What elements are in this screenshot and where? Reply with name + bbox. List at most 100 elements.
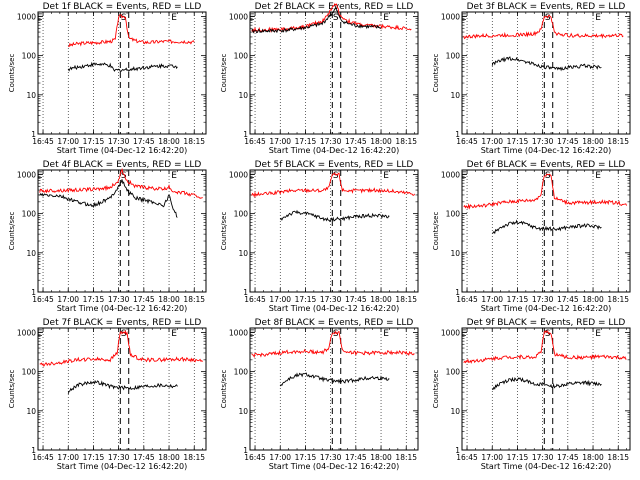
x-tick-label: 17:15 [83,453,105,462]
x-tick-label: 16:45 [32,295,54,304]
x-axis-label: Start Time (04-Dec-12 16:42:20) [57,462,188,471]
time-marker-label: E [249,13,255,23]
x-tick-label: 17:30 [108,137,130,146]
time-marker-label: E [171,13,177,23]
y-tick-label: 100 [234,52,249,61]
y-tick-label: 10 [238,407,248,416]
y-tick-label: 1 [243,288,248,297]
x-tick-label: 16:45 [32,453,54,462]
time-marker-label: S [333,13,339,23]
x-tick-label: 18:00 [582,137,604,146]
time-marker-label: E [383,171,389,181]
x-tick-label: 17:15 [507,137,529,146]
x-tick-label: 17:30 [532,295,554,304]
x-axis-label: Start Time (04-Dec-12 16:42:20) [57,146,188,155]
series-red [251,3,412,34]
x-tick-label: 16:45 [456,137,478,146]
x-tick-label: 17:00 [269,295,291,304]
series-black [67,61,178,73]
x-tick-label: 18:15 [183,295,205,304]
x-tick-label: 17:15 [295,453,317,462]
series-red [463,330,627,364]
time-marker-label: E [249,329,255,339]
x-axis-label: Start Time (04-Dec-12 16:42:20) [269,146,400,155]
y-axis-label: Counts/sec [8,370,16,409]
plot-frame [461,327,631,451]
x-tick-label: 17:30 [532,453,554,462]
x-axis-label: Start Time (04-Dec-12 16:42:20) [269,304,400,313]
x-tick-label: 16:45 [244,453,266,462]
x-tick-label: 17:45 [345,137,367,146]
x-tick-label: 17:45 [557,295,579,304]
x-axis-label: Start Time (04-Dec-12 16:42:20) [481,146,612,155]
plot-frame [461,11,631,135]
y-tick-label: 1 [31,130,36,139]
time-marker-label: E [461,329,467,339]
time-marker-label: E [171,329,177,339]
panel-title: Det 6f BLACK = Events, RED = LLD [467,160,626,170]
x-tick-label: 17:45 [557,453,579,462]
x-tick-label: 17:00 [481,453,503,462]
series-red [463,173,628,210]
y-axis-label: Counts/sec [432,370,440,409]
x-tick-label: 17:30 [320,295,342,304]
y-tick-label: 10 [26,91,36,100]
y-tick-label: 100 [234,210,249,219]
y-tick-label: 100 [446,52,461,61]
y-axis-label: Counts/sec [8,212,16,251]
x-tick-label: 18:15 [183,137,205,146]
y-axis-label: Counts/sec [220,54,228,93]
time-marker-label: E [595,13,601,23]
x-tick-label: 17:45 [133,295,155,304]
x-tick-label: 17:15 [83,295,105,304]
series-black [492,219,602,235]
x-tick-label: 17:15 [295,295,317,304]
y-tick-label: 1 [31,288,36,297]
y-tick-label: 1000 [441,328,460,337]
y-tick-label: 1000 [17,170,36,179]
y-tick-label: 100 [446,368,461,377]
x-tick-label: 18:15 [395,137,417,146]
y-tick-label: 10 [238,91,248,100]
series-red [39,330,203,367]
x-tick-label: 17:30 [108,295,130,304]
time-marker-label: E [171,171,177,181]
series-black [491,56,602,72]
x-tick-label: 18:15 [395,295,417,304]
time-marker-label: S [545,171,551,181]
x-tick-label: 17:00 [269,137,291,146]
time-marker-label: E [249,171,255,181]
y-tick-label: 10 [450,249,460,258]
y-tick-label: 1000 [441,12,460,21]
y-tick-label: 1000 [229,170,248,179]
x-tick-label: 16:45 [244,295,266,304]
x-tick-label: 17:00 [57,453,79,462]
x-tick-label: 17:45 [345,453,367,462]
series-red [68,14,195,48]
time-marker-label: E [383,13,389,23]
plot-frame [249,11,419,135]
y-tick-label: 100 [446,210,461,219]
x-axis-label: Start Time (04-Dec-12 16:42:20) [481,462,612,471]
time-marker-label: E [383,329,389,339]
y-tick-label: 1 [31,446,36,455]
series-red [39,167,203,199]
x-tick-label: 16:45 [456,295,478,304]
x-tick-label: 17:45 [557,137,579,146]
panel-title: Det 1f BLACK = Events, RED = LLD [43,2,202,12]
x-tick-label: 17:45 [133,453,155,462]
y-axis-label: Counts/sec [432,54,440,93]
panel-title: Det 7f BLACK = Events, RED = LLD [43,318,202,328]
x-tick-label: 16:45 [32,137,54,146]
series-red [463,15,624,40]
series-black [279,209,390,223]
x-tick-label: 18:15 [395,453,417,462]
time-marker-label: S [545,329,551,339]
panel-title: Det 3f BLACK = Events, RED = LLD [467,2,626,12]
x-axis-label: Start Time (04-Dec-12 16:42:20) [269,462,400,471]
x-tick-label: 18:00 [582,453,604,462]
x-tick-label: 18:15 [607,137,629,146]
